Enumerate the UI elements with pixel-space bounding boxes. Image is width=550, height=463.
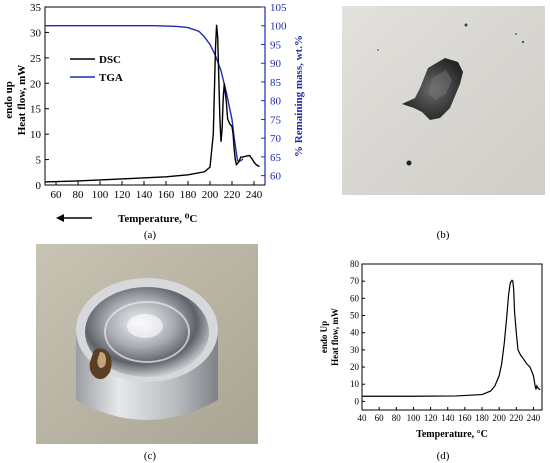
chart-a-x-tick-label: 100 — [92, 189, 109, 201]
chart-d-x-axis: 40 60 80 100 120 140 160 180 200 220 240 — [358, 407, 541, 423]
chart-a-y-right-tick-label: 75 — [270, 114, 282, 126]
chart-d-y-tick-label: 70 — [350, 276, 360, 286]
chart-a-series-dsc-line — [44, 24, 260, 183]
chart-d-frame — [361, 263, 543, 411]
chart-a-xlabel: Temperature, ⁰C — [118, 213, 197, 225]
chart-a-y-axis-left: 0 5 10 15 20 25 30 35 — [30, 2, 49, 192]
chart-d-y-tick-label: 30 — [350, 345, 360, 355]
chart-a-y-right-tick-label: 105 — [270, 2, 287, 14]
chart-d-y-tick-label: 50 — [350, 311, 360, 321]
chart-a-y-tick-label: 10 — [30, 129, 42, 141]
chart-d-y-tick-label: 80 — [350, 259, 360, 269]
chart-a-x-axis: 60 80 100 120 140 160 180 200 220 240 — [51, 181, 263, 201]
chart-d-x-tick-label: 180 — [475, 413, 489, 423]
chart-a-y-right-tick-label: 70 — [270, 133, 282, 145]
caption-a: (a) — [144, 229, 157, 241]
chart-a-y-right-tick-label: 65 — [270, 152, 282, 164]
chart-a-y-right-tick-label: 95 — [270, 39, 282, 51]
chart-a-y-right-tick-label: 85 — [270, 77, 282, 89]
chart-a-y-tick-label: 15 — [30, 104, 42, 116]
chart-a-y-tick-label: 0 — [36, 180, 42, 192]
caption-b: (b) — [437, 229, 450, 241]
chart-d-x-tick-label: 120 — [424, 413, 438, 423]
chart-d-y-tick-label: 60 — [350, 293, 360, 303]
chart-a-ylabel-right: % Remaining mass, wt.% — [293, 35, 305, 157]
chart-a-x-tick-label: 120 — [114, 189, 131, 201]
chart-d: 40 60 80 100 120 140 160 180 200 220 240 0 10 20 30 40… — [319, 259, 543, 440]
chart-d-xlabel: Temperature, °C — [416, 429, 488, 440]
legend-dsc-label: DSC — [99, 54, 121, 66]
chart-d-y-tick-label: 0 — [355, 396, 360, 406]
chart-a-ylabel-line1: endo up — [3, 81, 15, 119]
chart-d-x-tick-label: 140 — [441, 413, 455, 423]
chart-a-y-axis-right: 60 65 70 75 80 85 90 95 100 105 — [261, 2, 287, 185]
chart-a-legend: DSC TGA — [70, 54, 123, 84]
caption-d: (d) — [437, 450, 450, 462]
chart-d-x-tick-label: 40 — [358, 413, 368, 423]
photo-b-residue — [342, 6, 545, 195]
chart-a-y-tick-label: 5 — [36, 155, 42, 167]
chart-d-y-axis: 0 10 20 30 40 50 60 70 80 — [350, 259, 365, 406]
chart-a-y-right-tick-label: 80 — [270, 96, 282, 108]
chart-a-x-tick-label: 220 — [224, 189, 241, 201]
chart-a-y-right-tick-label: 90 — [270, 58, 282, 70]
chart-a-y-right-tick-label: 100 — [270, 21, 287, 33]
photo-c-pan — [36, 244, 258, 444]
chart-d-x-tick-label: 200 — [492, 413, 506, 423]
chart-a-y-tick-label: 35 — [30, 2, 42, 14]
chart-d-x-tick-label: 100 — [407, 413, 421, 423]
chart-a-ylabel-line2: Heat flow, mW — [16, 65, 28, 136]
caption-c: (c) — [144, 450, 157, 462]
chart-d-x-tick-label: 80 — [392, 413, 402, 423]
chart-a-x-tick-label: 200 — [202, 189, 219, 201]
chart-d-y-tick-label: 40 — [350, 328, 360, 338]
chart-a-y-tick-label: 25 — [30, 53, 42, 65]
chart-a-y-tick-label: 20 — [30, 78, 42, 90]
legend-tga-label: TGA — [99, 72, 123, 84]
chart-d-x-tick-label: 60 — [375, 413, 385, 423]
chart-d-y-tick-label: 20 — [350, 362, 360, 372]
chart-a-frame — [44, 6, 266, 186]
chart-a-x-tick-label: 160 — [158, 189, 175, 201]
chart-a-x-tick-label: 240 — [246, 189, 263, 201]
chart-a-x-tick-label: 80 — [73, 189, 85, 201]
chart-d-ylabel-line2: Heat flow, mW — [330, 308, 340, 366]
chart-a-y-tick-label: 30 — [30, 27, 42, 39]
chart-a-x-tick-label: 140 — [136, 189, 153, 201]
chart-a: 60 80 100 120 140 160 180 200 220 240 0 5 10 15 20 25 3… — [3, 2, 305, 225]
chart-a-x-tick-label: 60 — [51, 189, 63, 201]
chart-a-y-right-tick-label: 60 — [270, 171, 282, 183]
chart-d-series-line — [362, 279, 541, 397]
chart-d-x-tick-label: 160 — [458, 413, 472, 423]
chart-d-x-tick-label: 220 — [510, 413, 524, 423]
direction-arrow — [56, 214, 92, 222]
chart-a-x-tick-label: 180 — [180, 189, 197, 201]
chart-d-y-tick-label: 10 — [350, 379, 360, 389]
chart-d-x-tick-label: 240 — [527, 413, 541, 423]
chart-d-ylabel-line1: endo Up — [319, 321, 329, 353]
